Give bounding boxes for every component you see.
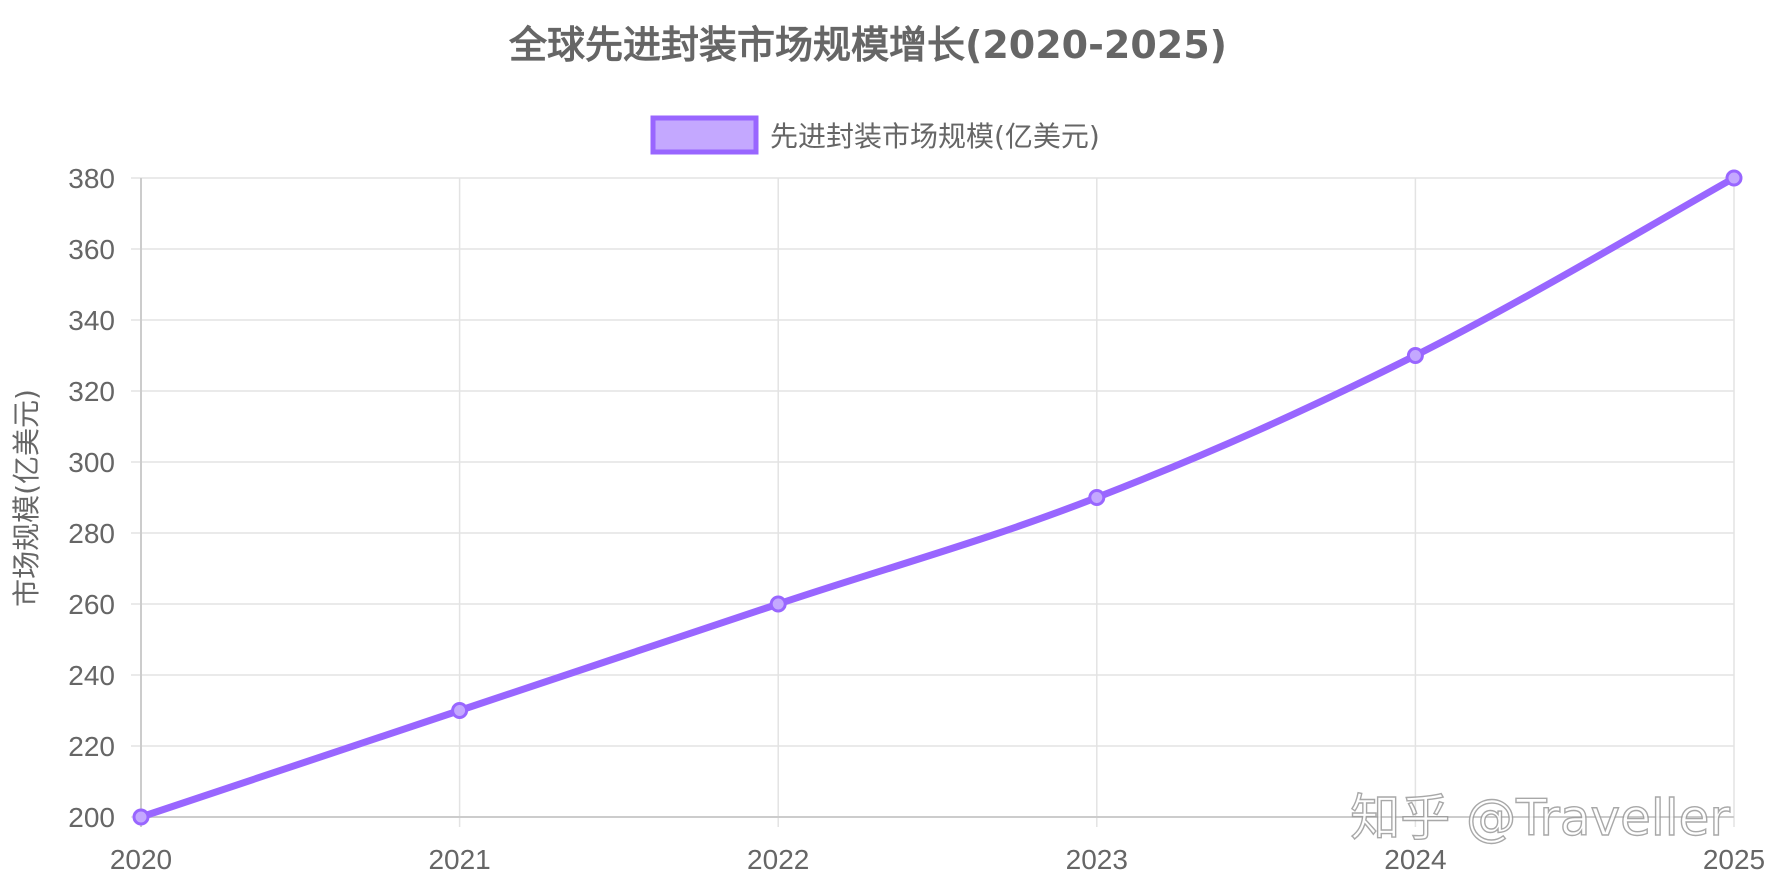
x-tick-label: 2020	[110, 844, 172, 875]
data-point[interactable]	[132, 808, 150, 826]
data-point[interactable]	[1725, 169, 1743, 187]
data-point[interactable]	[451, 702, 469, 719]
y-tick-label: 280	[68, 518, 115, 549]
legend-swatch	[650, 115, 759, 155]
data-point[interactable]	[769, 595, 787, 613]
y-tick-label: 360	[68, 234, 115, 265]
x-tick-label: 2023	[1066, 844, 1128, 875]
data-point[interactable]	[1406, 347, 1424, 364]
y-tick-label: 220	[68, 731, 115, 762]
y-tick-label: 320	[68, 376, 115, 407]
x-tick-label: 2022	[747, 844, 809, 875]
x-tick-label: 2024	[1384, 844, 1446, 875]
y-axis-title: 市场规模(亿美元)	[10, 389, 43, 607]
x-tick-label: 2021	[428, 844, 490, 875]
chart-title: 全球先进封装市场规模增长(2020-2025)	[508, 23, 1227, 67]
tick-labels: 200 220 240 260 280 300 320 340 360 380 2020 2021 20…	[68, 163, 1765, 875]
y-tick-label: 380	[68, 163, 115, 194]
series-line	[137, 174, 1738, 821]
watermark-text: 知乎 @Traveller	[1350, 789, 1730, 847]
y-tick-label: 240	[68, 660, 115, 691]
legend[interactable]: 先进封装市场规模(亿美元)	[650, 115, 1100, 155]
y-tick-label: 200	[68, 802, 115, 833]
y-tick-label: 300	[68, 447, 115, 478]
x-tick-label: 2025	[1703, 844, 1765, 875]
grid	[131, 177, 1735, 827]
axes	[140, 178, 1734, 818]
y-tick-label: 340	[68, 305, 115, 336]
legend-label: 先进封装市场规模(亿美元)	[770, 120, 1100, 153]
y-tick-label: 260	[68, 589, 115, 620]
series-layer	[132, 169, 1743, 826]
data-point[interactable]	[1088, 489, 1106, 506]
